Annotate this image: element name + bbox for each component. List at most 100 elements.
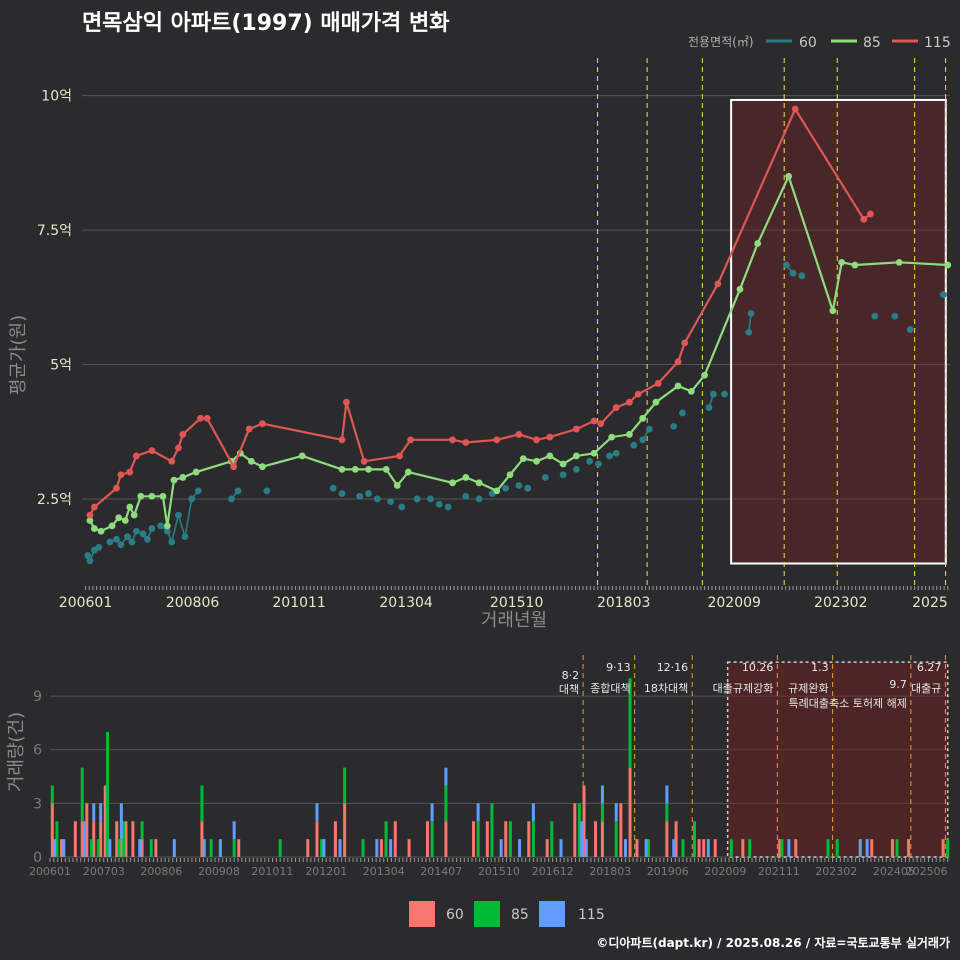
price-point-60	[174, 511, 182, 519]
price-point-115	[179, 431, 187, 438]
volume-bar-115	[476, 803, 480, 822]
price-x-tick-label: 201803	[597, 595, 650, 611]
price-point-115	[230, 463, 238, 471]
price-point-60	[356, 492, 364, 500]
volume-bar-60	[941, 839, 945, 857]
volume-bar-85	[89, 839, 93, 857]
policy-annotation-label: 규제완화	[788, 682, 828, 695]
price-point-85	[163, 522, 171, 530]
highlight-box	[730, 98, 947, 565]
volume-bar-115	[99, 803, 103, 822]
price-point-115	[203, 414, 211, 422]
volume-bar-60	[600, 821, 604, 857]
price-point-60	[475, 495, 483, 503]
volume-x-tick-label: 200908	[198, 865, 240, 878]
price-point-85	[108, 522, 116, 530]
volume-x-tick-label: 201612	[532, 865, 574, 878]
volume-bar-60	[92, 821, 96, 857]
time-axis-title: 거래년월	[481, 610, 547, 631]
price-point-60	[329, 484, 337, 492]
price-point-85	[608, 433, 616, 441]
price-point-115	[126, 468, 134, 476]
volume-bar-85	[50, 785, 54, 804]
volume-bar-115	[375, 839, 379, 857]
price-point-60	[906, 326, 914, 333]
price-point-85	[785, 172, 793, 180]
volume-bar-115	[172, 839, 176, 857]
price-point-60	[524, 484, 532, 492]
legend-bottom-swatch-60	[409, 901, 435, 927]
price-point-115	[714, 280, 722, 288]
price-point-115	[533, 436, 540, 444]
volume-bar-85	[149, 839, 153, 857]
price-x-tick-label: 201011	[272, 595, 325, 611]
volume-bar-60	[119, 839, 123, 857]
price-point-115	[590, 417, 598, 425]
price-point-60	[639, 436, 647, 444]
volume-bar-115	[232, 821, 236, 840]
volume-bar-115	[83, 821, 87, 857]
volume-bar-60	[115, 821, 119, 857]
price-tick-label: 7.5억	[37, 223, 72, 239]
volume-bar-115	[315, 803, 319, 822]
volume-bar-115	[444, 767, 448, 786]
volume-x-tick-label: 201906	[647, 865, 689, 878]
volume-bar-85	[209, 839, 213, 857]
price-point-85	[192, 468, 200, 476]
price-point-60	[515, 482, 523, 489]
volume-x-tick-label: 202506	[906, 865, 948, 878]
volume-bar-60	[504, 821, 508, 857]
price-point-115	[612, 404, 620, 411]
volume-axis-title: 거래량(건)	[6, 712, 27, 792]
volume-bar-85	[835, 839, 839, 857]
price-point-60	[679, 409, 686, 417]
price-point-115	[674, 358, 682, 366]
price-point-115	[791, 105, 799, 113]
volume-bar-115	[600, 785, 604, 804]
volume-x-tick-label: 201011	[251, 865, 293, 878]
price-point-115	[546, 433, 554, 441]
price-point-60	[234, 487, 242, 495]
volume-x-tick-label: 201201	[305, 865, 347, 878]
volume-bar-60	[665, 821, 669, 857]
price-point-60	[228, 495, 235, 503]
price-x-tick-label: 201510	[490, 595, 543, 611]
volume-bar-60	[890, 839, 894, 857]
price-point-85	[506, 471, 514, 479]
volume-x-tick-label: 201510	[478, 865, 520, 878]
volume-bar-60	[85, 803, 89, 857]
legend-title: 전용면적(㎡)	[688, 35, 754, 49]
volume-bar-85	[895, 839, 899, 857]
price-point-115	[626, 398, 633, 406]
policy-annotation-label: 특례대출축소 토허제 해제	[789, 696, 907, 710]
volume-bar-115	[865, 839, 869, 857]
price-point-85	[259, 463, 266, 471]
volume-bar-60	[713, 839, 717, 857]
volume-tick-label: 9	[33, 689, 42, 705]
legend-bottom-label-85: 85	[511, 907, 529, 923]
price-point-115	[148, 447, 156, 454]
volume-bar-60	[140, 839, 144, 857]
price-point-60	[747, 310, 755, 317]
policy-annotation-date: 9·13	[606, 661, 631, 674]
price-point-60	[95, 543, 103, 551]
price-point-85	[338, 465, 346, 473]
policy-annotation-date: 10.26	[742, 661, 774, 674]
price-point-85	[590, 449, 598, 457]
price-point-60	[163, 527, 171, 535]
volume-bar-60	[73, 821, 77, 857]
price-x-tick-label: 2025	[912, 595, 948, 611]
volume-bar-60	[907, 839, 911, 857]
price-point-60	[542, 474, 549, 481]
price-point-60	[586, 457, 594, 465]
price-point-60	[427, 495, 434, 503]
price-point-85	[247, 457, 255, 465]
legend-label-60: 60	[799, 35, 817, 51]
price-point-85	[121, 517, 129, 524]
price-point-115	[259, 420, 266, 428]
chart-title: 면목삼익 아파트(1997) 매매가격 변화	[82, 11, 449, 36]
price-point-115	[449, 436, 456, 444]
volume-bar-85	[748, 839, 752, 857]
legend-bottom-swatch-85	[474, 901, 500, 927]
price-point-60	[128, 538, 136, 546]
